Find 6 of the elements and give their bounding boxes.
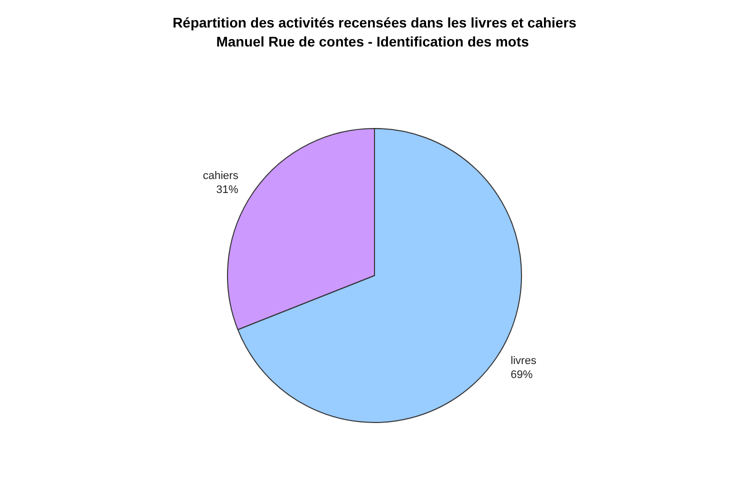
data-label: 69% — [510, 369, 533, 382]
chart-subtitle: Manuel Rue de contes - Identification des mots — [216, 34, 530, 50]
data-label: 31% — [216, 184, 239, 196]
slice-label: livres — [510, 354, 537, 367]
chart-title: Répartition des activités recensées dans les livres et cahiers — [172, 14, 577, 30]
slice-label: cahiers — [202, 170, 239, 182]
